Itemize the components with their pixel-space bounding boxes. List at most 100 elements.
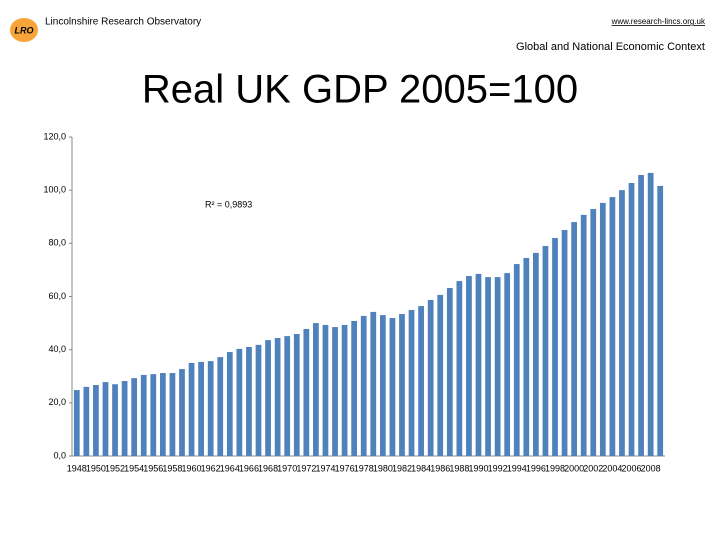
x-tick-label: 1958 — [162, 463, 182, 473]
bar — [236, 348, 243, 456]
bar — [437, 294, 444, 456]
bar — [485, 277, 491, 456]
bar — [408, 310, 415, 456]
x-tick-label: 1986 — [430, 463, 450, 473]
bar — [580, 214, 587, 456]
bar — [303, 328, 310, 456]
x-tick-label: 1966 — [239, 463, 259, 473]
bar — [599, 202, 606, 456]
bar — [188, 362, 195, 456]
x-tick-label: 1976 — [335, 463, 355, 473]
bar — [246, 347, 252, 456]
bar — [140, 374, 147, 456]
bar — [217, 357, 224, 456]
bar — [542, 245, 549, 456]
bar — [389, 318, 396, 456]
x-tick-label: 1970 — [277, 463, 297, 473]
x-tick-label: 1964 — [220, 463, 240, 473]
x-tick-label: 1968 — [258, 463, 278, 473]
x-tick-label: 1994 — [507, 463, 527, 473]
bar — [198, 361, 204, 456]
bar — [341, 324, 348, 456]
y-tick-label: 60,0 — [48, 291, 66, 301]
bar — [370, 311, 377, 456]
organization: Lincolnshire Research Observatory — [45, 17, 201, 28]
section-title: Global and National Economic Context — [516, 41, 705, 53]
bar — [102, 382, 109, 456]
bar — [255, 344, 262, 456]
bar — [131, 378, 138, 456]
bar — [475, 273, 482, 456]
bar — [657, 185, 664, 456]
bar — [609, 197, 616, 456]
bar — [571, 222, 578, 456]
bar — [207, 361, 214, 456]
bar — [446, 287, 453, 456]
y-tick-label: 80,0 — [48, 238, 66, 248]
x-tick-label: 1962 — [201, 463, 221, 473]
x-tick-label: 1984 — [411, 463, 431, 473]
x-tick-label: 1990 — [468, 463, 488, 473]
bar — [647, 172, 654, 456]
bar — [418, 306, 424, 456]
website-link[interactable]: www.research-lincs.org.uk — [611, 17, 706, 26]
x-tick-label: 1954 — [124, 463, 144, 473]
bar — [265, 340, 271, 456]
x-tick-label: 1974 — [315, 463, 335, 473]
bar — [274, 337, 281, 456]
y-tick-label: 120,0 — [43, 131, 66, 141]
bar — [351, 320, 358, 456]
logo-shape — [10, 18, 38, 42]
bar — [73, 390, 80, 456]
bar — [504, 273, 511, 456]
bar — [494, 277, 501, 456]
bar — [322, 324, 329, 456]
x-tick-label: 2002 — [583, 463, 603, 473]
x-tick-label: 2006 — [622, 463, 642, 473]
x-tick-label: 1978 — [354, 463, 374, 473]
x-tick-label: 1950 — [86, 463, 106, 473]
bar — [360, 315, 367, 456]
x-tick-label: 1956 — [143, 463, 163, 473]
bar — [150, 374, 157, 456]
x-tick-label: 2008 — [641, 463, 661, 473]
y-tick-label: 40,0 — [48, 344, 66, 354]
bar — [121, 381, 128, 456]
bar — [427, 299, 434, 456]
bar — [83, 386, 90, 456]
x-tick-label: 1952 — [105, 463, 125, 473]
bar — [226, 352, 233, 456]
bar — [284, 336, 291, 456]
bar — [93, 385, 99, 456]
y-tick-label: 20,0 — [48, 397, 66, 407]
bar — [533, 252, 539, 456]
x-tick-label: 1982 — [392, 463, 412, 473]
bar — [399, 314, 405, 456]
bar — [513, 264, 520, 456]
x-tick-label: 1972 — [296, 463, 316, 473]
bar — [159, 373, 166, 456]
bar — [619, 190, 625, 456]
x-tick-label: 1948 — [67, 463, 87, 473]
x-tick-label: 1996 — [526, 463, 546, 473]
chart-title: Real UK GDP 2005=100 — [142, 68, 578, 112]
bar — [466, 276, 472, 456]
x-tick-label: 1988 — [449, 463, 469, 473]
bar — [379, 315, 386, 456]
y-tick-label: 100,0 — [43, 185, 66, 195]
x-tick-label: 1992 — [488, 463, 508, 473]
bar — [561, 230, 568, 456]
bar — [169, 373, 176, 456]
bar — [590, 209, 597, 456]
x-tick-label: 1998 — [545, 463, 565, 473]
x-tick-label: 2004 — [602, 463, 622, 473]
x-tick-label: 1960 — [182, 463, 202, 473]
bar — [179, 369, 185, 456]
x-tick-label: 1980 — [373, 463, 393, 473]
bar — [456, 281, 463, 456]
bar — [293, 333, 300, 456]
bar — [638, 175, 644, 456]
bar — [523, 257, 530, 456]
bar — [628, 182, 635, 456]
